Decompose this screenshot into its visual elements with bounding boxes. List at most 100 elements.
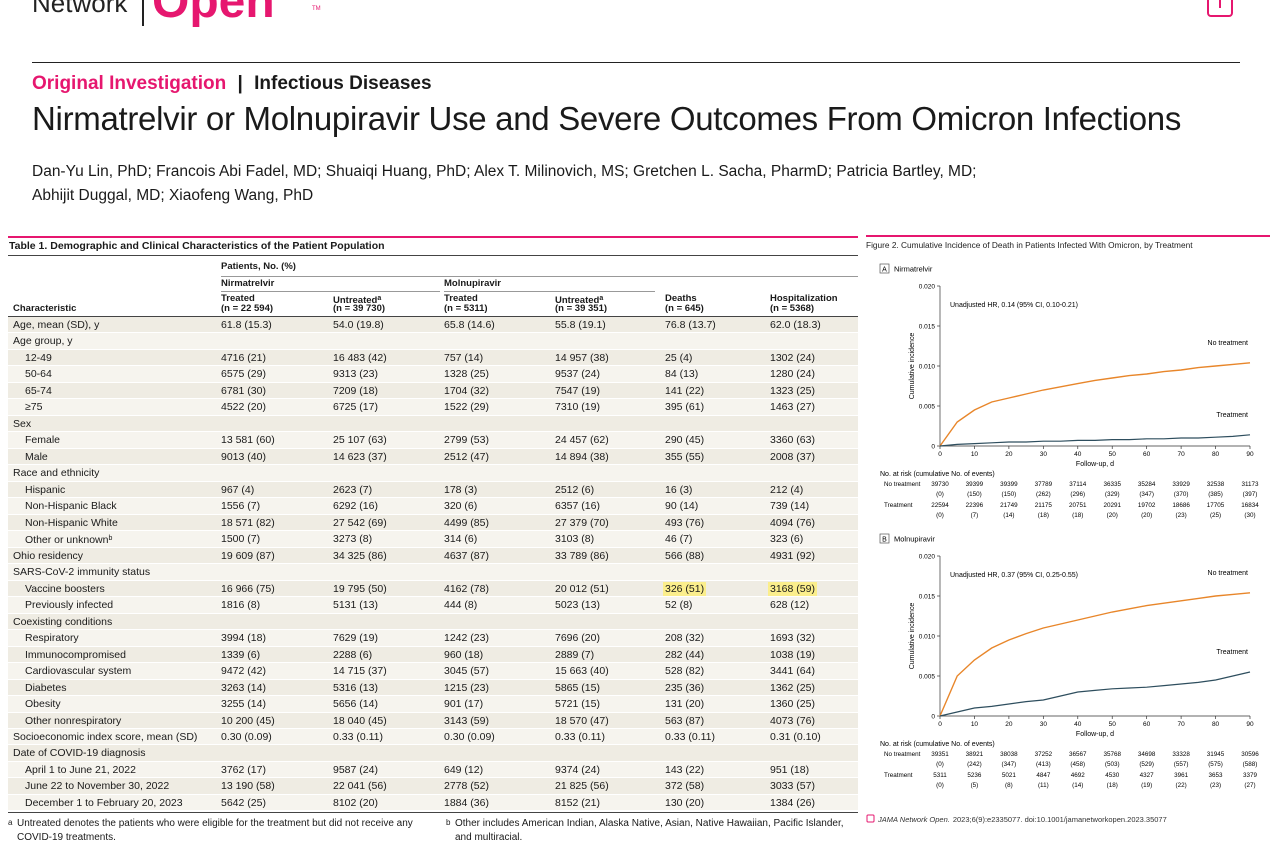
cell: 1360 (25) xyxy=(770,698,815,711)
table-row xyxy=(8,679,858,696)
at-risk-count: 22594 xyxy=(931,502,949,509)
spanner: Patients, No. (%) xyxy=(221,261,296,272)
footnote-mark: a xyxy=(8,818,13,827)
cell: 5023 (13) xyxy=(555,599,600,612)
rule xyxy=(8,236,858,238)
curve-label: Treatment xyxy=(1216,412,1248,419)
table-row xyxy=(8,564,858,580)
panel-name: Molnupiravir xyxy=(894,535,935,544)
lock-icon xyxy=(866,814,875,823)
cell: 757 (14) xyxy=(444,351,484,364)
cell: 143 (22) xyxy=(665,763,705,776)
row-label: Other or unknownb xyxy=(25,534,113,547)
x-tick-label: 0 xyxy=(938,721,942,728)
column-n: (n = 645) xyxy=(665,303,704,314)
x-tick-label: 0 xyxy=(938,451,942,458)
cell: 7209 (18) xyxy=(333,384,378,397)
cell: 33 789 (86) xyxy=(555,549,609,562)
cell: 1704 (32) xyxy=(444,384,489,397)
annotation: Unadjusted HR, 0.14 (95% CI, 0.10-0.21) xyxy=(950,302,1078,309)
cell: 5865 (15) xyxy=(555,681,600,694)
row-label: Hispanic xyxy=(25,483,66,496)
figure-rule xyxy=(866,235,1270,237)
cell: 4931 (92) xyxy=(770,549,815,562)
cell: 967 (4) xyxy=(221,483,255,496)
cell: 563 (87) xyxy=(665,714,705,727)
table-row xyxy=(8,778,858,794)
cell: 7696 (20) xyxy=(555,632,600,645)
curve xyxy=(939,362,1251,447)
cell: 15 663 (40) xyxy=(555,665,609,678)
cell: 326 (51) xyxy=(663,581,707,596)
cell: 46 (7) xyxy=(665,533,693,546)
brand: Network xyxy=(32,0,128,18)
row-label: Respiratory xyxy=(25,632,79,645)
y-tick-label: 0 xyxy=(931,714,935,721)
cell: 20 012 (51) xyxy=(555,582,609,595)
row-label: Non-Hispanic Black xyxy=(25,500,117,513)
at-risk-title: No. at risk (cumulative No. of events) xyxy=(880,741,995,748)
at-risk-count: 39730 xyxy=(931,481,949,488)
at-risk-count: 38921 xyxy=(966,751,984,758)
row-label: Female xyxy=(25,434,61,447)
cell: 24 457 (62) xyxy=(555,434,609,447)
at-risk-count: 19702 xyxy=(1138,502,1156,509)
cell: 18 571 (82) xyxy=(221,516,275,529)
cell: 25 107 (63) xyxy=(333,434,387,447)
at-risk-events: (385) xyxy=(1208,491,1223,498)
row-label: Age, mean (SD), y xyxy=(13,319,100,331)
x-tick-label: 20 xyxy=(1005,721,1013,728)
x-tick-label: 10 xyxy=(971,721,979,728)
curve-label: No treatment xyxy=(1208,340,1249,347)
cell: 5316 (13) xyxy=(333,681,378,694)
footnote-mark: a xyxy=(377,295,382,302)
cell: 4499 (85) xyxy=(444,516,489,529)
table-row xyxy=(8,712,858,728)
x-tick-label: 20 xyxy=(1005,451,1013,458)
column-header: Treated xyxy=(221,293,255,304)
cell: 5656 (14) xyxy=(333,698,378,711)
table-row xyxy=(8,630,858,646)
cell: 19 609 (87) xyxy=(221,549,275,562)
at-risk-events: (347) xyxy=(1002,761,1017,768)
table-row xyxy=(8,498,858,514)
at-risk-events: (588) xyxy=(1243,761,1258,768)
cell: 27 542 (69) xyxy=(333,516,387,529)
cell: 2512 (6) xyxy=(555,483,595,496)
share-icon[interactable] xyxy=(1204,0,1238,20)
cell: 6292 (16) xyxy=(333,500,378,513)
table-row xyxy=(8,663,858,679)
at-risk-count: 31173 xyxy=(1241,481,1259,488)
at-risk-events: (14) xyxy=(1003,512,1014,519)
cell: 1323 (25) xyxy=(770,384,815,397)
at-risk-count: 35768 xyxy=(1103,751,1121,758)
at-risk-events: (347) xyxy=(1139,491,1154,498)
cell: 528 (82) xyxy=(665,665,705,678)
cell: 395 (61) xyxy=(665,401,705,414)
table-row xyxy=(8,729,858,745)
x-tick-label: 90 xyxy=(1246,451,1254,458)
cell: 2799 (53) xyxy=(444,434,489,447)
at-risk-count: 3379 xyxy=(1243,772,1258,779)
row-label: Other nonrespiratory xyxy=(25,714,122,727)
cell: 1556 (7) xyxy=(221,500,261,513)
group-header: Nirmatrelvir xyxy=(221,278,275,289)
column-n: (n = 39 351) xyxy=(555,303,608,314)
at-risk-events: (413) xyxy=(1036,761,1051,768)
cell: 739 (14) xyxy=(770,500,810,513)
row-label: Cardiovascular system xyxy=(25,665,132,678)
at-risk-events: (20) xyxy=(1107,512,1118,519)
cell: 16 966 (75) xyxy=(221,582,275,595)
cell: 493 (76) xyxy=(665,516,705,529)
header-rule xyxy=(32,62,1240,63)
at-risk-events: (242) xyxy=(967,761,982,768)
footnote-mark: a xyxy=(599,295,604,302)
row-label: Age group, y xyxy=(13,335,73,348)
at-risk-events: (19) xyxy=(1141,782,1152,789)
table-row xyxy=(8,761,858,778)
row-label: Coexisting conditions xyxy=(13,615,113,628)
table-row xyxy=(8,349,858,366)
at-risk-events: (397) xyxy=(1243,491,1258,498)
at-risk-events: (23) xyxy=(1176,512,1187,519)
